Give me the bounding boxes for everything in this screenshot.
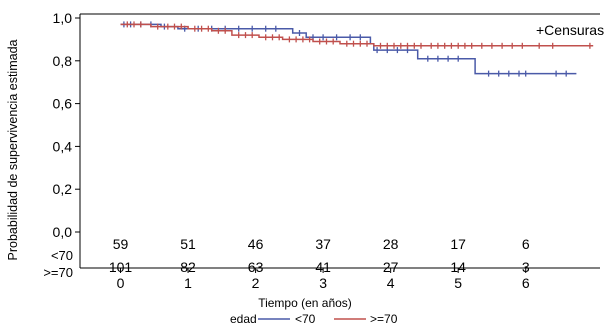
at-risk-count: 82	[180, 259, 196, 275]
legend: edad <70 >=70	[230, 312, 398, 326]
y-tick-label: 0,4	[53, 138, 73, 154]
at-risk-count: 63	[248, 259, 264, 275]
at-risk-count: 27	[383, 259, 399, 275]
at-risk-count: 51	[180, 236, 196, 252]
at-risk-count: 14	[450, 259, 466, 275]
x-tick-label: 4	[387, 275, 395, 291]
y-tick-label: 0,0	[53, 224, 73, 240]
at-risk-row-label: >=70	[43, 265, 73, 280]
x-tick-label: 1	[184, 275, 192, 291]
y-tick-label: 0,8	[53, 53, 73, 69]
x-tick-label: 5	[454, 275, 462, 291]
censor-label: +Censuras	[536, 22, 604, 38]
at-risk-count: 28	[383, 236, 399, 252]
at-risk-count: 41	[315, 259, 331, 275]
legend-item-under70: <70	[295, 312, 316, 326]
series-line-under70	[120, 23, 577, 75]
x-tick-label: 3	[319, 275, 327, 291]
y-axis-label: Probabilidad de supervivencia estimada	[6, 39, 20, 260]
at-risk-count: 59	[113, 236, 129, 252]
at-risk-count: 46	[248, 236, 264, 252]
at-risk-count: 101	[109, 259, 133, 275]
at-risk-count: 37	[315, 236, 331, 252]
legend-item-70plus: >=70	[370, 312, 398, 326]
x-axis-label: Tiempo (en años)	[258, 296, 352, 310]
y-axis-ticks: 0,0 0,2 0,4 0,6 0,8 1,0	[53, 10, 80, 240]
legend-title: edad	[230, 312, 257, 326]
x-tick-label: 6	[522, 275, 530, 291]
at-risk-row-label: <70	[51, 248, 73, 263]
x-axis-ticks: 0 1 2 3 4 5 6	[117, 268, 530, 291]
data-layer	[120, 21, 594, 77]
at-risk-count: 3	[522, 259, 530, 275]
y-tick-label: 0,2	[53, 181, 73, 197]
series-line-70plus	[120, 23, 594, 47]
at-risk-table: <70 59 51 46 37 28 17 6 >=70 101 82 63 41 27 14 3	[43, 236, 529, 280]
y-tick-label: 1,0	[53, 10, 73, 26]
y-tick-label: 0,6	[53, 96, 73, 112]
x-tick-label: 0	[117, 275, 125, 291]
at-risk-count: 17	[450, 236, 466, 252]
x-tick-label: 2	[252, 275, 260, 291]
at-risk-count: 6	[522, 236, 530, 252]
